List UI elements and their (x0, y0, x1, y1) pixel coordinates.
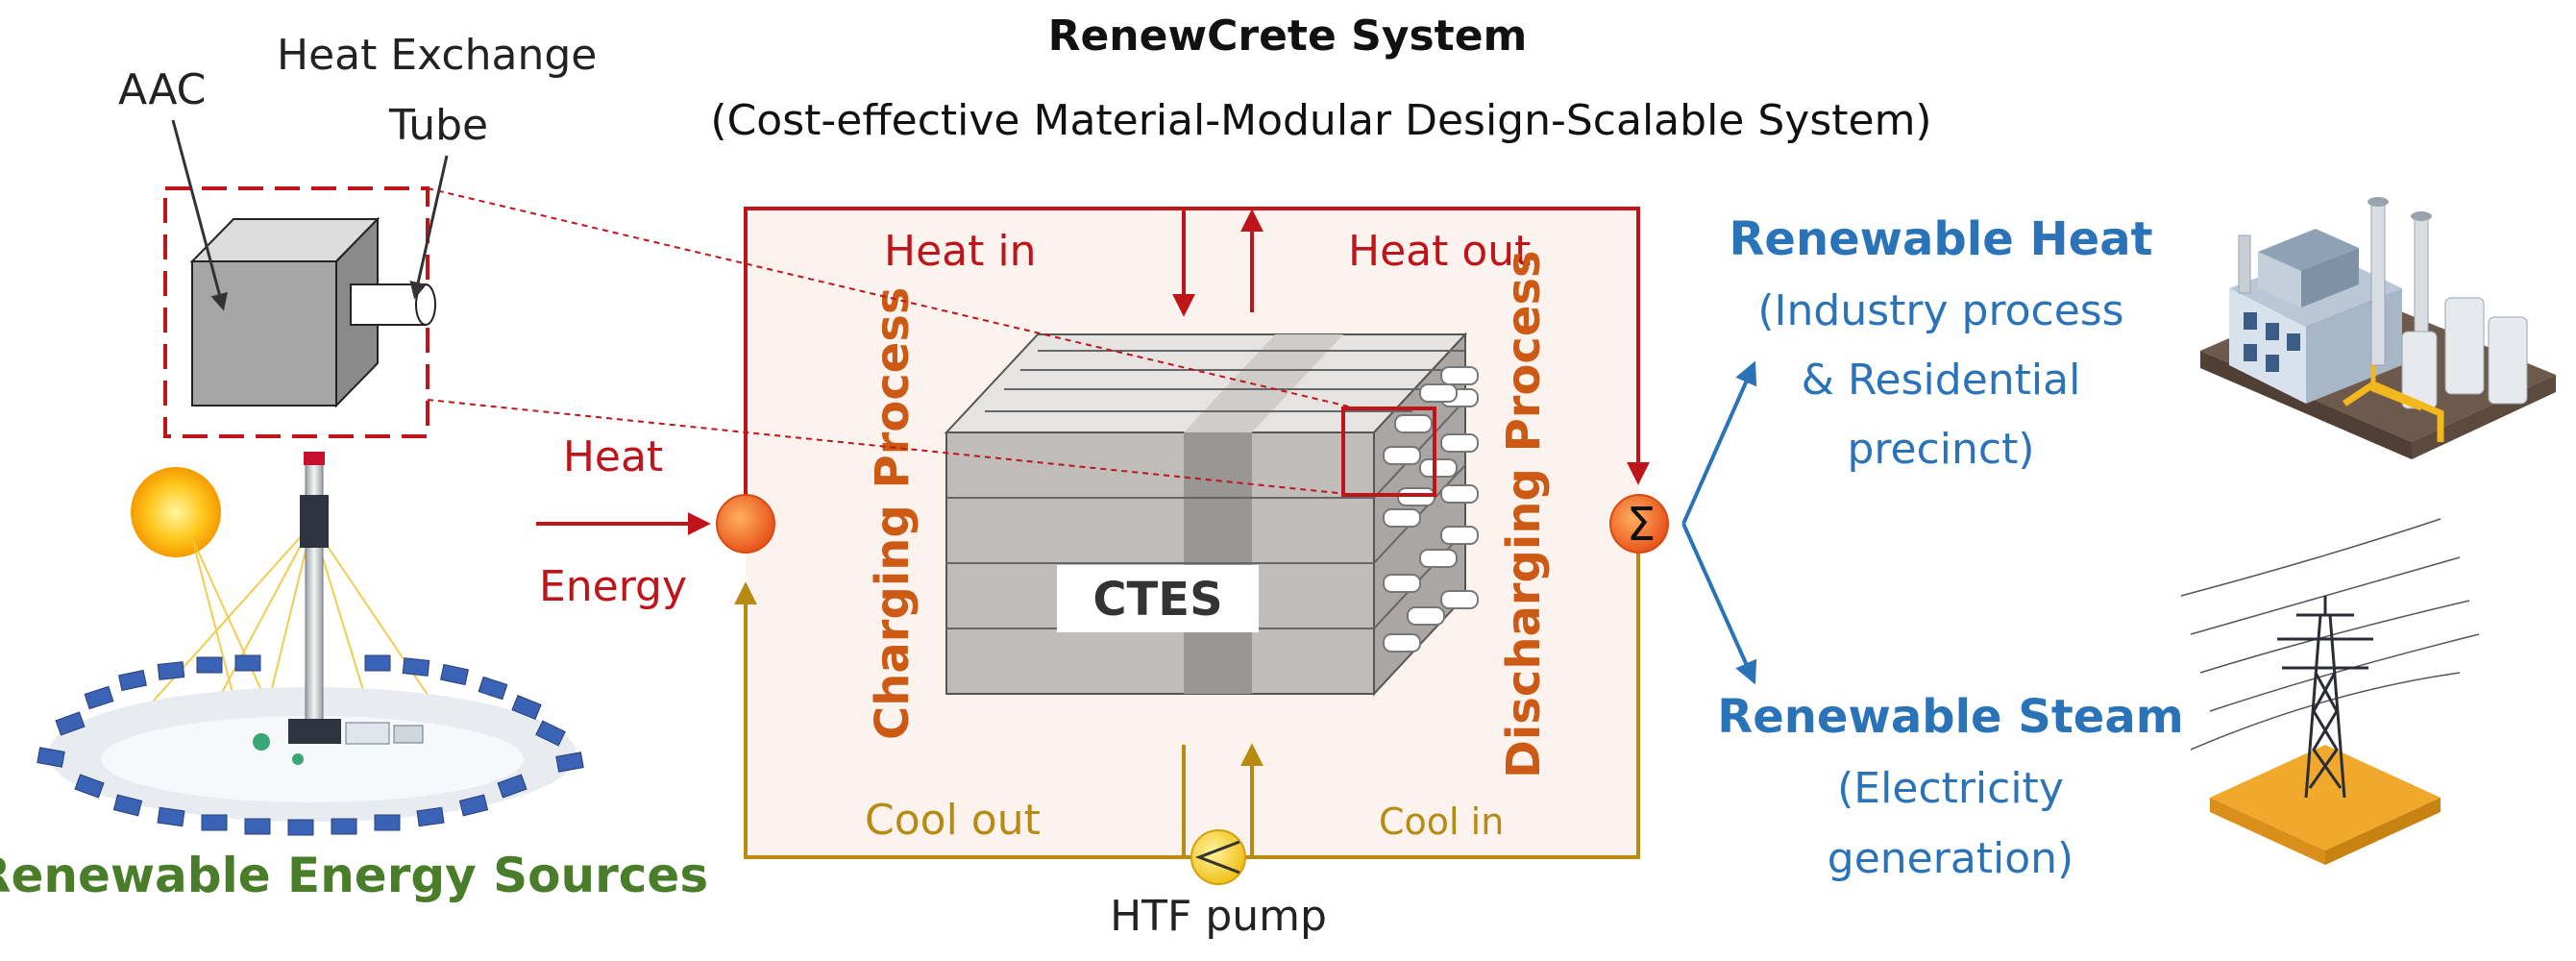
discharging-process-label: Discharging Process (1497, 250, 1551, 778)
renewable-steam-desc-line2: generation) (1828, 834, 2073, 883)
power-block (253, 719, 424, 765)
renewable-heat-desc-line3: precinct) (1847, 425, 2034, 474)
heat-exchange-pointer (409, 155, 449, 300)
pump-symbol (1194, 840, 1240, 875)
renewable-heat-desc-line1: (Industry process (1757, 286, 2123, 335)
ctes-module: CTES (944, 332, 1479, 697)
heat-exchange-label-line1: Heat Exchange (277, 31, 597, 80)
factory-icon (2200, 197, 2556, 459)
renewable-energy-sources-label: Renewable Energy Sources (0, 848, 708, 903)
heat-exchanger-icon (1609, 494, 1669, 554)
heat-exchange-tubes (1383, 366, 1479, 653)
cool-out-label: Cool out (865, 796, 1041, 845)
htf-pump-label: HTF pump (1110, 892, 1327, 941)
power-transmission-tower-icon (2180, 518, 2480, 865)
renewable-steam-label: Renewable Steam (1717, 690, 2184, 744)
renewable-steam-desc-line1: (Electricity (1837, 764, 2064, 813)
diagram-subtitle: (Cost-effective Material-Modular Design-… (710, 96, 1931, 145)
diagram-title: RenewCrete System (1048, 12, 1528, 61)
ctes-label: CTES (1092, 573, 1222, 627)
heat-exchange-tube-icon (350, 283, 436, 326)
solar-tower-plant-icon (37, 452, 584, 836)
heat-exchange-label-line2: Tube (388, 101, 488, 150)
renewable-heat-desc-line2: & Residential (1802, 356, 2081, 405)
heat-loop-line (744, 207, 1650, 524)
aac-pointer (171, 119, 228, 311)
sun-icon (131, 467, 221, 557)
heat-energy-label-line1: Heat (563, 432, 663, 481)
aac-inset: AAC Heat Exchange Tube (118, 31, 1358, 496)
charging-process-label: Charging Process (866, 287, 920, 741)
heater-icon (716, 494, 775, 554)
ctes-highlight-box (1341, 407, 1436, 497)
sigma-symbol: Σ (1627, 498, 1656, 552)
heat-in-label: Heat in (884, 227, 1036, 276)
renewable-heat-label: Renewable Heat (1729, 212, 2152, 266)
cool-in-label: Cool in (1379, 801, 1504, 843)
ctes-label-box (1057, 565, 1259, 632)
aac-label: AAC (118, 65, 206, 114)
output-arrow-steam (1681, 523, 1757, 685)
heat-out-label: Heat out (1348, 227, 1531, 276)
heat-energy-label-line2: Energy (539, 562, 687, 611)
output-arrow-heat (1681, 360, 1757, 525)
